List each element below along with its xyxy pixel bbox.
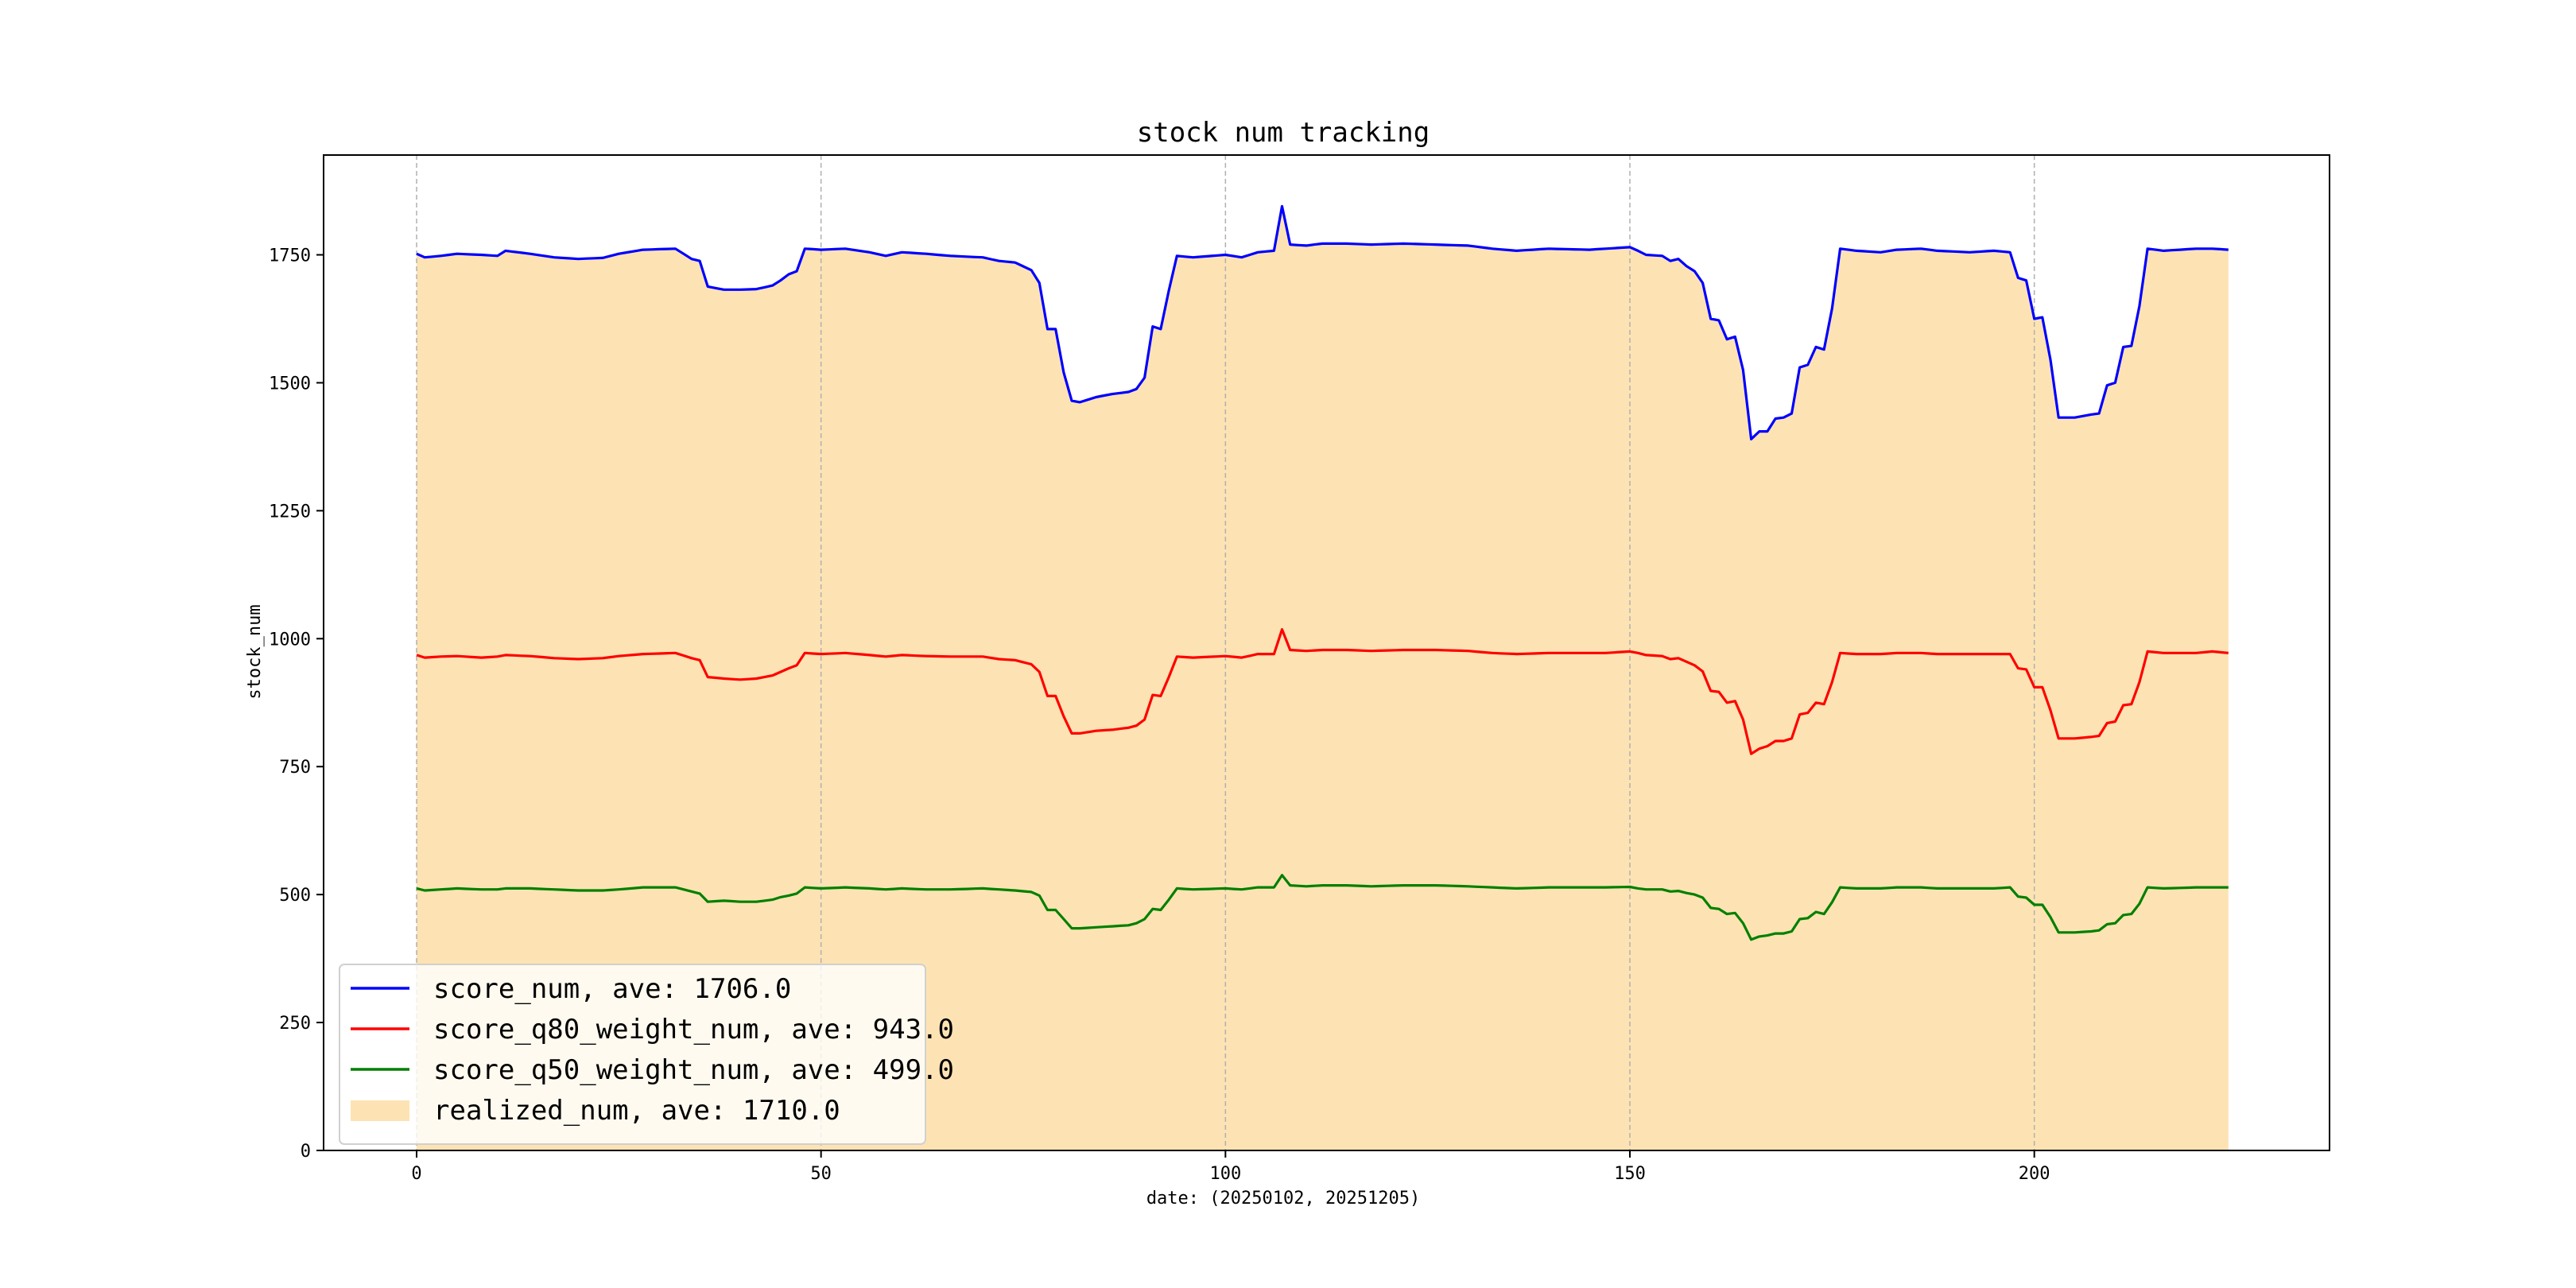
legend-swatch-area: [351, 1100, 409, 1121]
y-tick-label: 1000: [269, 630, 311, 650]
y-tick-label: 250: [279, 1014, 311, 1034]
legend: score_num, ave: 1706.0 score_q80_weight_n…: [339, 964, 954, 1145]
y-axis-label: stock_num: [245, 604, 265, 699]
y-tick-label: 750: [279, 758, 311, 778]
plot-area: [416, 155, 2229, 1151]
realized-area-layer: [416, 206, 2229, 1151]
y-tick-label: 500: [279, 886, 311, 906]
plot-frame: [323, 154, 2330, 1151]
legend-entry-label: score_q80_weight_num, ave: 943.0: [433, 1014, 954, 1046]
x-tick-label: 200: [2019, 1164, 2050, 1184]
y-tick-label: 0: [301, 1142, 311, 1162]
series-line-3: [416, 874, 2229, 941]
series-line-2: [416, 628, 2229, 755]
chart-title: stock num tracking: [1137, 117, 1430, 149]
legend-entry-label: realized_num, ave: 1710.0: [433, 1095, 840, 1127]
x-axis-label: date: (20250102, 20251205): [1146, 1189, 1420, 1208]
y-axis-ticks: 0 250 500 750 1000 1250 1500 1750: [269, 246, 324, 1162]
series-line-1: [416, 204, 2229, 440]
y-tick-label: 1250: [269, 502, 311, 522]
x-tick-label: 50: [810, 1164, 832, 1184]
lines-layer: [416, 204, 2229, 941]
legend-entry-label: score_num, ave: 1706.0: [433, 973, 791, 1005]
realized-num-area: [416, 206, 2229, 1151]
y-tick-label: 1500: [269, 374, 311, 394]
legend-entry-label: score_q50_weight_num, ave: 499.0: [433, 1054, 954, 1086]
x-tick-label: 150: [1614, 1164, 1646, 1184]
x-axis-ticks: 0 50 100 150 200: [411, 1150, 2050, 1184]
x-tick-label: 0: [411, 1164, 421, 1184]
x-tick-label: 100: [1209, 1164, 1241, 1184]
y-tick-label: 1750: [269, 246, 311, 266]
legend-box: [339, 964, 926, 1145]
